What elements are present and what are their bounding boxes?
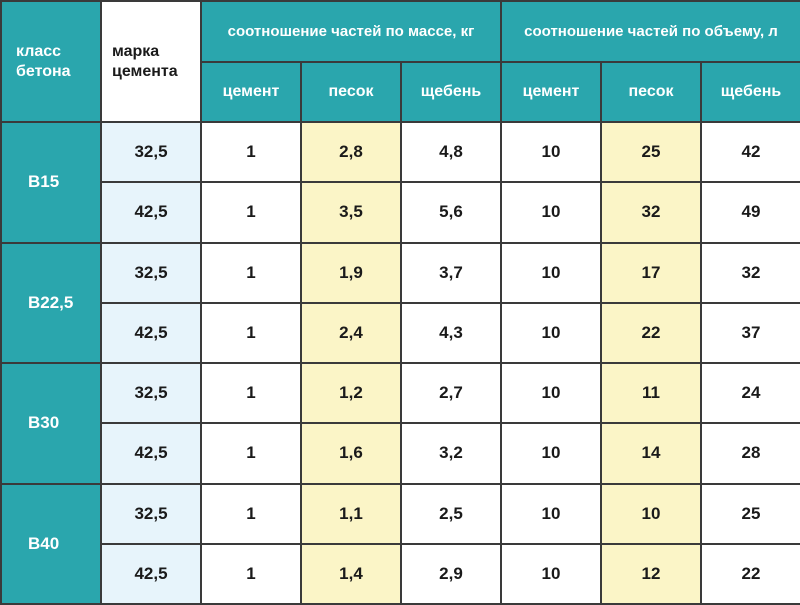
volume-sand-cell: 11 bbox=[600, 361, 702, 425]
mass-cement-cell: 1 bbox=[200, 301, 302, 365]
volume-cement-cell: 10 bbox=[500, 120, 602, 184]
volume-sand-cell: 32 bbox=[600, 181, 702, 244]
volume-gravel-cell: 49 bbox=[700, 181, 800, 244]
mass-cement-cell: 1 bbox=[200, 241, 302, 304]
mass-ratio-header: соотношение частей по массе, кг bbox=[200, 0, 502, 63]
mass-sand-cell: 1,6 bbox=[300, 422, 402, 485]
mass-sand-cell: 1,1 bbox=[300, 482, 402, 545]
cement-brand-cell: 42,5 bbox=[100, 181, 202, 244]
table-header: класс бетона марка цемента соотношение ч… bbox=[0, 0, 800, 123]
volume-cement-cell: 10 bbox=[500, 482, 602, 545]
cement-brand-cell: 32,5 bbox=[100, 120, 202, 184]
mass-gravel-header: щебень bbox=[400, 61, 502, 123]
volume-gravel-cell: 25 bbox=[700, 482, 800, 545]
volume-cement-cell: 10 bbox=[500, 301, 602, 365]
volume-sand-cell: 22 bbox=[600, 301, 702, 365]
table-row: 42,5 1 3,5 5,6 10 32 49 bbox=[1, 181, 800, 244]
volume-gravel-header: щебень bbox=[700, 61, 800, 123]
volume-sand-cell: 17 bbox=[600, 241, 702, 304]
concrete-class-cell: B15 bbox=[0, 121, 102, 244]
volume-gravel-cell: 28 bbox=[700, 422, 800, 485]
mass-gravel-cell: 4,3 bbox=[400, 301, 502, 365]
volume-sand-cell: 25 bbox=[600, 120, 702, 184]
concrete-class-cell: B30 bbox=[0, 362, 102, 485]
mass-cement-cell: 1 bbox=[200, 422, 302, 485]
concrete-class-cell: B40 bbox=[0, 482, 102, 605]
header-row-groups: класс бетона марка цемента соотношение ч… bbox=[0, 0, 800, 123]
volume-sand-cell: 10 bbox=[600, 482, 702, 545]
table-row: B30 32,5 1 1,2 2,7 10 11 24 bbox=[0, 361, 800, 485]
volume-cement-cell: 10 bbox=[500, 361, 602, 425]
volume-gravel-cell: 22 bbox=[700, 542, 800, 605]
mass-sand-cell: 1,2 bbox=[300, 361, 402, 425]
mass-cement-cell: 1 bbox=[200, 120, 302, 184]
cement-brand-cell: 42,5 bbox=[100, 301, 202, 365]
table-row: B15 32,5 1 2,8 4,8 10 25 42 bbox=[0, 120, 800, 244]
mass-sand-cell: 2,4 bbox=[300, 301, 402, 365]
mass-gravel-cell: 2,5 bbox=[400, 482, 502, 545]
table-row: 42,5 1 2,4 4,3 10 22 37 bbox=[1, 301, 800, 365]
mass-sand-cell: 1,4 bbox=[300, 542, 402, 605]
cement-brand-cell: 42,5 bbox=[100, 422, 202, 485]
cement-brand-cell: 42,5 bbox=[100, 542, 202, 605]
concrete-class-header: класс бетона bbox=[0, 0, 102, 123]
mass-sand-cell: 3,5 bbox=[300, 181, 402, 244]
mass-cement-cell: 1 bbox=[200, 181, 302, 244]
table-row: B40 32,5 1 1,1 2,5 10 10 25 bbox=[0, 482, 800, 605]
volume-sand-cell: 14 bbox=[600, 422, 702, 485]
mass-gravel-cell: 5,6 bbox=[400, 181, 502, 244]
mass-sand-header: песок bbox=[300, 61, 402, 123]
table-row: B22,5 32,5 1 1,9 3,7 10 17 32 bbox=[0, 241, 800, 364]
cement-brand-cell: 32,5 bbox=[100, 241, 202, 304]
volume-cement-cell: 10 bbox=[500, 181, 602, 244]
volume-cement-cell: 10 bbox=[500, 542, 602, 605]
table-row: 42,5 1 1,4 2,9 10 12 22 bbox=[1, 542, 800, 605]
mass-gravel-cell: 4,8 bbox=[400, 120, 502, 184]
mass-cement-cell: 1 bbox=[200, 542, 302, 605]
volume-ratio-header: соотношение частей по объему, л bbox=[500, 0, 800, 63]
volume-sand-cell: 12 bbox=[600, 542, 702, 605]
mass-cement-cell: 1 bbox=[200, 482, 302, 545]
volume-sand-header: песок bbox=[600, 61, 702, 123]
mass-gravel-cell: 2,7 bbox=[400, 361, 502, 425]
mass-cement-header: цемент bbox=[200, 61, 302, 123]
volume-cement-cell: 10 bbox=[500, 241, 602, 304]
mass-gravel-cell: 3,2 bbox=[400, 422, 502, 485]
cement-brand-cell: 32,5 bbox=[100, 361, 202, 425]
volume-cement-cell: 10 bbox=[500, 422, 602, 485]
mass-gravel-cell: 2,9 bbox=[400, 542, 502, 605]
volume-cement-header: цемент bbox=[500, 61, 602, 123]
volume-gravel-cell: 32 bbox=[700, 241, 800, 304]
volume-gravel-cell: 24 bbox=[700, 361, 800, 425]
mass-sand-cell: 1,9 bbox=[300, 241, 402, 304]
mass-gravel-cell: 3,7 bbox=[400, 241, 502, 304]
volume-gravel-cell: 42 bbox=[700, 120, 800, 184]
cement-brand-header: марка цемента bbox=[100, 0, 202, 123]
volume-gravel-cell: 37 bbox=[700, 301, 800, 365]
header-row-components: цемент песок щебень цемент песок щебень bbox=[1, 61, 800, 123]
table-body: B15 32,5 1 2,8 4,8 10 25 42 42,5 1 3,5 5,6 10 32 49 B22… bbox=[0, 120, 800, 605]
concrete-class-cell: B22,5 bbox=[0, 241, 102, 364]
mass-sand-cell: 2,8 bbox=[300, 120, 402, 184]
table-row: 42,5 1 1,6 3,2 10 14 28 bbox=[1, 422, 800, 485]
mass-cement-cell: 1 bbox=[200, 361, 302, 425]
cement-brand-cell: 32,5 bbox=[100, 482, 202, 545]
